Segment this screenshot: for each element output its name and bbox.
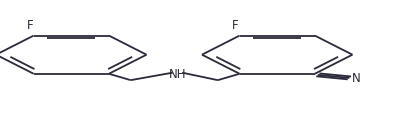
Text: F: F [27,19,33,32]
Text: F: F [232,19,239,32]
Text: N: N [352,72,360,85]
Text: NH: NH [169,67,186,80]
